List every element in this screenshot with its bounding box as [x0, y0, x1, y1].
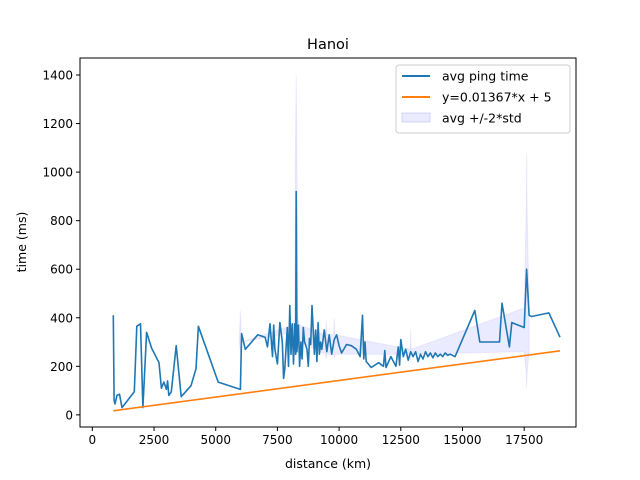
x-tick-label: 7500 — [262, 433, 293, 447]
fit-line — [113, 350, 561, 412]
y-tick-label: 400 — [50, 311, 73, 325]
plot-area — [112, 74, 561, 412]
plot-frame — [79, 57, 577, 428]
legend-label-avg-ping: avg ping time — [442, 69, 529, 84]
y-tick-label: 1200 — [42, 117, 73, 131]
chart-title: Hanoi — [307, 37, 349, 53]
x-tick-label: 5000 — [200, 433, 231, 447]
x-tick-label: 12500 — [382, 433, 420, 447]
x-tick-label: 2500 — [139, 433, 170, 447]
legend-box — [395, 64, 571, 134]
y-tick-label: 800 — [50, 214, 73, 228]
x-tick-label: 17500 — [505, 433, 543, 447]
y-tick-label: 1400 — [42, 68, 73, 82]
y-tick-label: 600 — [50, 263, 73, 277]
y-axis: 0 200 400 600 800 1000 1200 1400 — [42, 68, 80, 422]
x-tick-label: 0 — [89, 433, 97, 447]
legend-label-fit: y=0.01367*x + 5 — [442, 90, 552, 105]
x-tick-label: 10000 — [320, 433, 358, 447]
x-tick-label: 15000 — [443, 433, 481, 447]
legend-swatch-std-band — [401, 112, 431, 123]
x-axis: 0 2500 5000 7500 10000 12500 15000 17500 — [89, 427, 543, 447]
y-tick-label: 0 — [65, 408, 73, 422]
y-tick-label: 1000 — [42, 166, 73, 180]
y-axis-label: time (ms) — [14, 212, 29, 273]
y-tick-label: 200 — [50, 360, 73, 374]
x-axis-label: distance (km) — [285, 456, 371, 471]
avg-ping-line — [112, 190, 561, 409]
legend-label-std-band: avg +/-2*std — [442, 111, 522, 126]
legend: avg ping time y=0.01367*x + 5 avg +/-2*s… — [395, 64, 571, 134]
